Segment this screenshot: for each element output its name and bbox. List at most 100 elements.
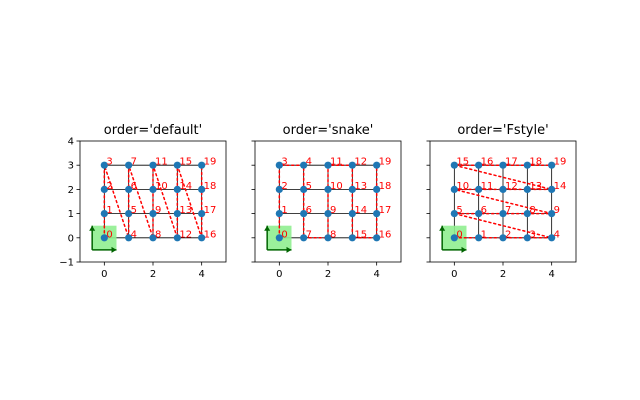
x-arrow-head [111, 246, 117, 253]
data-point [373, 185, 381, 193]
point-label: 2 [281, 181, 287, 192]
y-tick-label: 4 [68, 137, 74, 148]
y-tick-label: 1 [68, 209, 74, 220]
point-label: 2 [106, 181, 112, 192]
point-label: 7 [131, 157, 137, 168]
point-label: 9 [330, 205, 336, 216]
data-point [125, 185, 133, 193]
y-arrow-head [89, 225, 96, 231]
point-label: 8 [330, 229, 336, 240]
point-label: 19 [379, 157, 392, 168]
data-point [100, 210, 108, 218]
data-point [198, 210, 206, 218]
point-label: 14 [554, 181, 567, 192]
data-point [173, 210, 181, 218]
x-tick-label: 2 [325, 269, 331, 280]
data-point [373, 234, 381, 242]
data-point [475, 234, 483, 242]
data-point [125, 234, 133, 242]
point-label: 13 [354, 181, 367, 192]
y-tick-label: 3 [68, 161, 74, 172]
point-label: 19 [554, 157, 567, 168]
data-point [324, 185, 332, 193]
data-point [300, 161, 308, 169]
x-tick-label: 4 [373, 269, 379, 280]
point-label: 17 [379, 205, 392, 216]
point-label: 8 [155, 229, 161, 240]
data-point [348, 161, 356, 169]
data-point [149, 234, 157, 242]
point-label: 11 [481, 181, 494, 192]
data-point [548, 161, 556, 169]
point-label: 18 [529, 157, 542, 168]
point-label: 18 [379, 181, 392, 192]
point-label: 17 [204, 205, 217, 216]
point-label: 12 [179, 229, 192, 240]
data-point [173, 161, 181, 169]
x-tick-label: 2 [150, 269, 156, 280]
point-label: 9 [554, 205, 560, 216]
data-point [475, 161, 483, 169]
x-tick-label: 0 [101, 269, 107, 280]
x-tick-label: 0 [276, 269, 282, 280]
data-point [173, 185, 181, 193]
point-label: 9 [155, 205, 161, 216]
point-label: 18 [204, 181, 217, 192]
point-label: 10 [330, 181, 343, 192]
data-point [324, 210, 332, 218]
point-label: 11 [155, 157, 168, 168]
point-label: 14 [179, 181, 192, 192]
y-tick-label: 0 [68, 233, 74, 244]
data-point [475, 185, 483, 193]
point-label: 0 [456, 229, 462, 240]
data-point [300, 210, 308, 218]
data-point [275, 210, 283, 218]
data-point [348, 210, 356, 218]
point-label: 5 [306, 181, 312, 192]
point-label: 6 [306, 205, 312, 216]
data-point [275, 185, 283, 193]
point-label: 19 [204, 157, 217, 168]
point-label: 2 [505, 229, 511, 240]
data-point [100, 234, 108, 242]
point-label: 4 [306, 157, 312, 168]
order-path [103, 164, 203, 239]
point-label: 16 [204, 229, 217, 240]
data-point [523, 210, 531, 218]
data-point [450, 161, 458, 169]
data-point [450, 234, 458, 242]
y-tick-label: −1 [59, 258, 74, 269]
point-label: 17 [505, 157, 518, 168]
point-label: 5 [131, 205, 137, 216]
data-point [475, 210, 483, 218]
x-tick-label: 0 [451, 269, 457, 280]
point-label: 1 [106, 205, 112, 216]
data-point [198, 185, 206, 193]
data-point [300, 185, 308, 193]
data-point [275, 234, 283, 242]
point-label: 7 [306, 229, 312, 240]
point-label: 13 [529, 181, 542, 192]
data-point [149, 210, 157, 218]
point-label: 15 [179, 157, 192, 168]
point-label: 11 [330, 157, 343, 168]
data-point [125, 161, 133, 169]
point-label: 0 [106, 229, 112, 240]
point-label: 3 [281, 157, 287, 168]
data-point [523, 185, 531, 193]
y-arrow-head [439, 225, 446, 231]
data-point [198, 161, 206, 169]
point-label: 10 [456, 181, 469, 192]
point-label: 3 [529, 229, 535, 240]
data-point [450, 185, 458, 193]
x-arrow-head [461, 246, 467, 253]
panel-title: order='Fstyle' [457, 123, 548, 138]
x-tick-label: 4 [548, 269, 554, 280]
data-point [324, 234, 332, 242]
y-arrow-head [264, 225, 271, 231]
data-point [348, 234, 356, 242]
point-label: 1 [281, 205, 287, 216]
data-point [548, 234, 556, 242]
point-label: 8 [529, 205, 535, 216]
